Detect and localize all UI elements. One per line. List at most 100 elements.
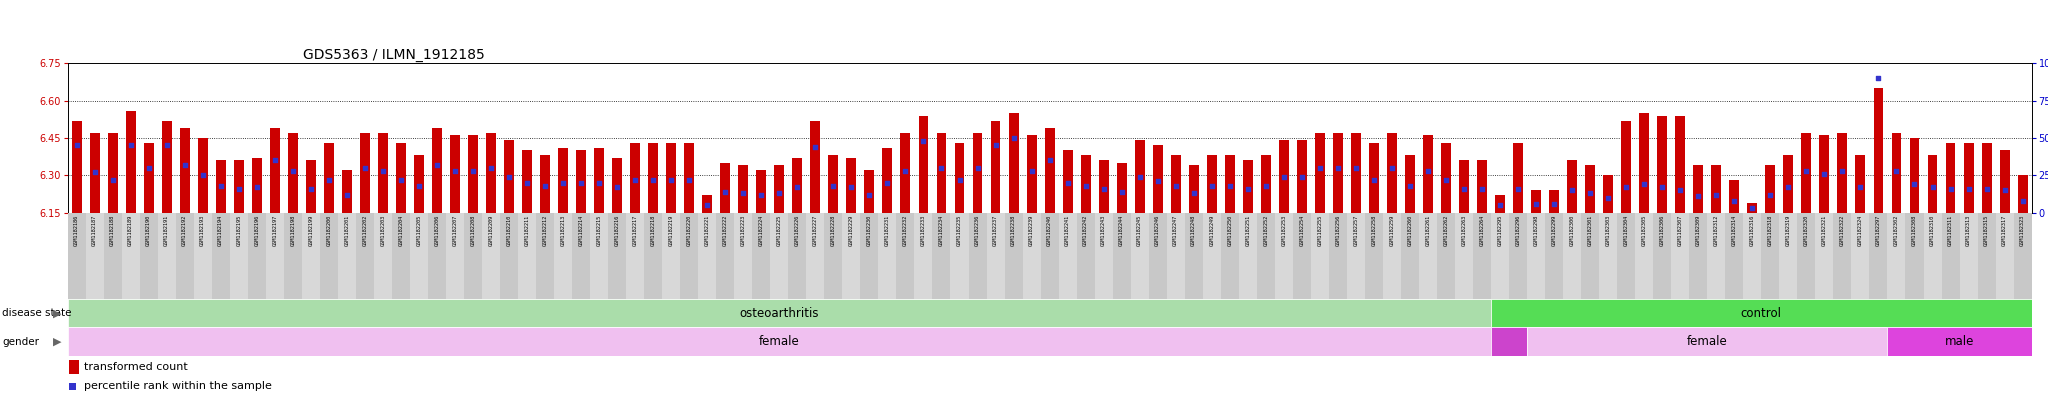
Text: GSM1182213: GSM1182213 xyxy=(561,215,565,246)
Bar xyxy=(1006,213,1022,299)
Point xyxy=(1466,185,1499,192)
Bar xyxy=(72,121,82,213)
Bar xyxy=(1401,213,1419,299)
Text: GSM1182214: GSM1182214 xyxy=(580,215,584,246)
Bar xyxy=(555,213,571,299)
Text: GSM1182226: GSM1182226 xyxy=(795,215,801,246)
Bar xyxy=(1202,213,1221,299)
Point xyxy=(1196,183,1229,189)
Bar xyxy=(1765,165,1776,213)
Text: GSM1182263: GSM1182263 xyxy=(1462,215,1466,246)
Bar xyxy=(1622,121,1630,213)
Point xyxy=(330,191,362,198)
Bar xyxy=(379,133,387,213)
Bar xyxy=(1008,113,1018,213)
Bar xyxy=(414,155,424,213)
Point xyxy=(1016,168,1049,174)
Bar xyxy=(1851,213,1870,299)
Bar xyxy=(829,155,838,213)
Text: GSM1182245: GSM1182245 xyxy=(1137,215,1143,246)
Text: GSM1182252: GSM1182252 xyxy=(1264,215,1268,246)
Point xyxy=(547,180,580,186)
Bar xyxy=(1780,213,1798,299)
Bar xyxy=(860,213,879,299)
Text: osteoarthritis: osteoarthritis xyxy=(739,307,819,320)
Bar xyxy=(645,213,662,299)
Bar xyxy=(1563,213,1581,299)
Bar xyxy=(1964,143,1974,213)
Text: transformed count: transformed count xyxy=(84,362,188,372)
Bar xyxy=(649,143,657,213)
Point xyxy=(1303,165,1335,171)
Text: GSM1182310: GSM1182310 xyxy=(1929,215,1935,246)
Text: GSM1182193: GSM1182193 xyxy=(201,215,205,246)
Bar xyxy=(932,213,950,299)
Bar xyxy=(1634,213,1653,299)
Bar xyxy=(1442,143,1450,213)
Bar xyxy=(391,213,410,299)
Point xyxy=(1212,183,1245,189)
Bar xyxy=(846,158,856,213)
Bar xyxy=(70,360,80,374)
Text: GSM1182313: GSM1182313 xyxy=(1966,215,1970,246)
Bar xyxy=(1694,165,1704,213)
Point xyxy=(1970,185,2003,192)
Point xyxy=(1772,184,1804,190)
Text: GSM1182305: GSM1182305 xyxy=(1642,215,1647,246)
Bar xyxy=(375,213,391,299)
Bar xyxy=(324,143,334,213)
Bar xyxy=(756,170,766,213)
Bar xyxy=(1059,213,1077,299)
Text: GSM1182237: GSM1182237 xyxy=(993,215,997,246)
Point xyxy=(1501,185,1534,192)
Bar xyxy=(1671,213,1690,299)
Bar xyxy=(356,213,375,299)
Bar xyxy=(266,213,285,299)
Point xyxy=(1448,185,1481,192)
Bar xyxy=(1657,116,1667,213)
Bar xyxy=(1022,213,1040,299)
Text: GSM1182208: GSM1182208 xyxy=(471,215,475,246)
Text: GSM1182254: GSM1182254 xyxy=(1298,215,1305,246)
Bar xyxy=(395,143,406,213)
Bar xyxy=(1724,213,1743,299)
Point xyxy=(926,165,958,171)
Bar xyxy=(559,148,567,213)
Bar xyxy=(215,160,225,213)
Point xyxy=(618,176,651,183)
Bar xyxy=(897,213,915,299)
Text: GSM1182197: GSM1182197 xyxy=(272,215,276,246)
Text: GSM1182200: GSM1182200 xyxy=(326,215,332,246)
Point xyxy=(690,202,723,208)
Point xyxy=(240,184,272,190)
Point xyxy=(1141,178,1174,184)
Point xyxy=(385,176,418,183)
Text: GSM1182227: GSM1182227 xyxy=(813,215,817,246)
Text: GSM1182230: GSM1182230 xyxy=(866,215,872,246)
Point xyxy=(799,144,831,150)
Point xyxy=(565,180,598,186)
Bar xyxy=(1495,195,1505,213)
Text: GSM1182228: GSM1182228 xyxy=(831,215,836,246)
Text: GSM1182231: GSM1182231 xyxy=(885,215,891,246)
Text: gender: gender xyxy=(2,336,39,347)
Point xyxy=(1430,176,1462,183)
Text: GSM1182240: GSM1182240 xyxy=(1047,215,1053,246)
Bar xyxy=(987,213,1006,299)
Text: GSM1182316: GSM1182316 xyxy=(1749,215,1755,246)
Bar xyxy=(770,213,788,299)
Bar xyxy=(752,213,770,299)
Bar xyxy=(1712,165,1720,213)
Text: GSM1182204: GSM1182204 xyxy=(399,215,403,246)
Point xyxy=(1321,165,1354,171)
Bar xyxy=(684,143,694,213)
Text: GSM1182216: GSM1182216 xyxy=(614,215,621,246)
Point xyxy=(115,142,147,149)
Point xyxy=(1718,198,1751,204)
Bar xyxy=(1491,327,1528,356)
Bar xyxy=(1995,213,2013,299)
Point xyxy=(1790,168,1823,174)
Point xyxy=(150,142,182,149)
Bar xyxy=(1798,213,1815,299)
Bar xyxy=(793,158,803,213)
